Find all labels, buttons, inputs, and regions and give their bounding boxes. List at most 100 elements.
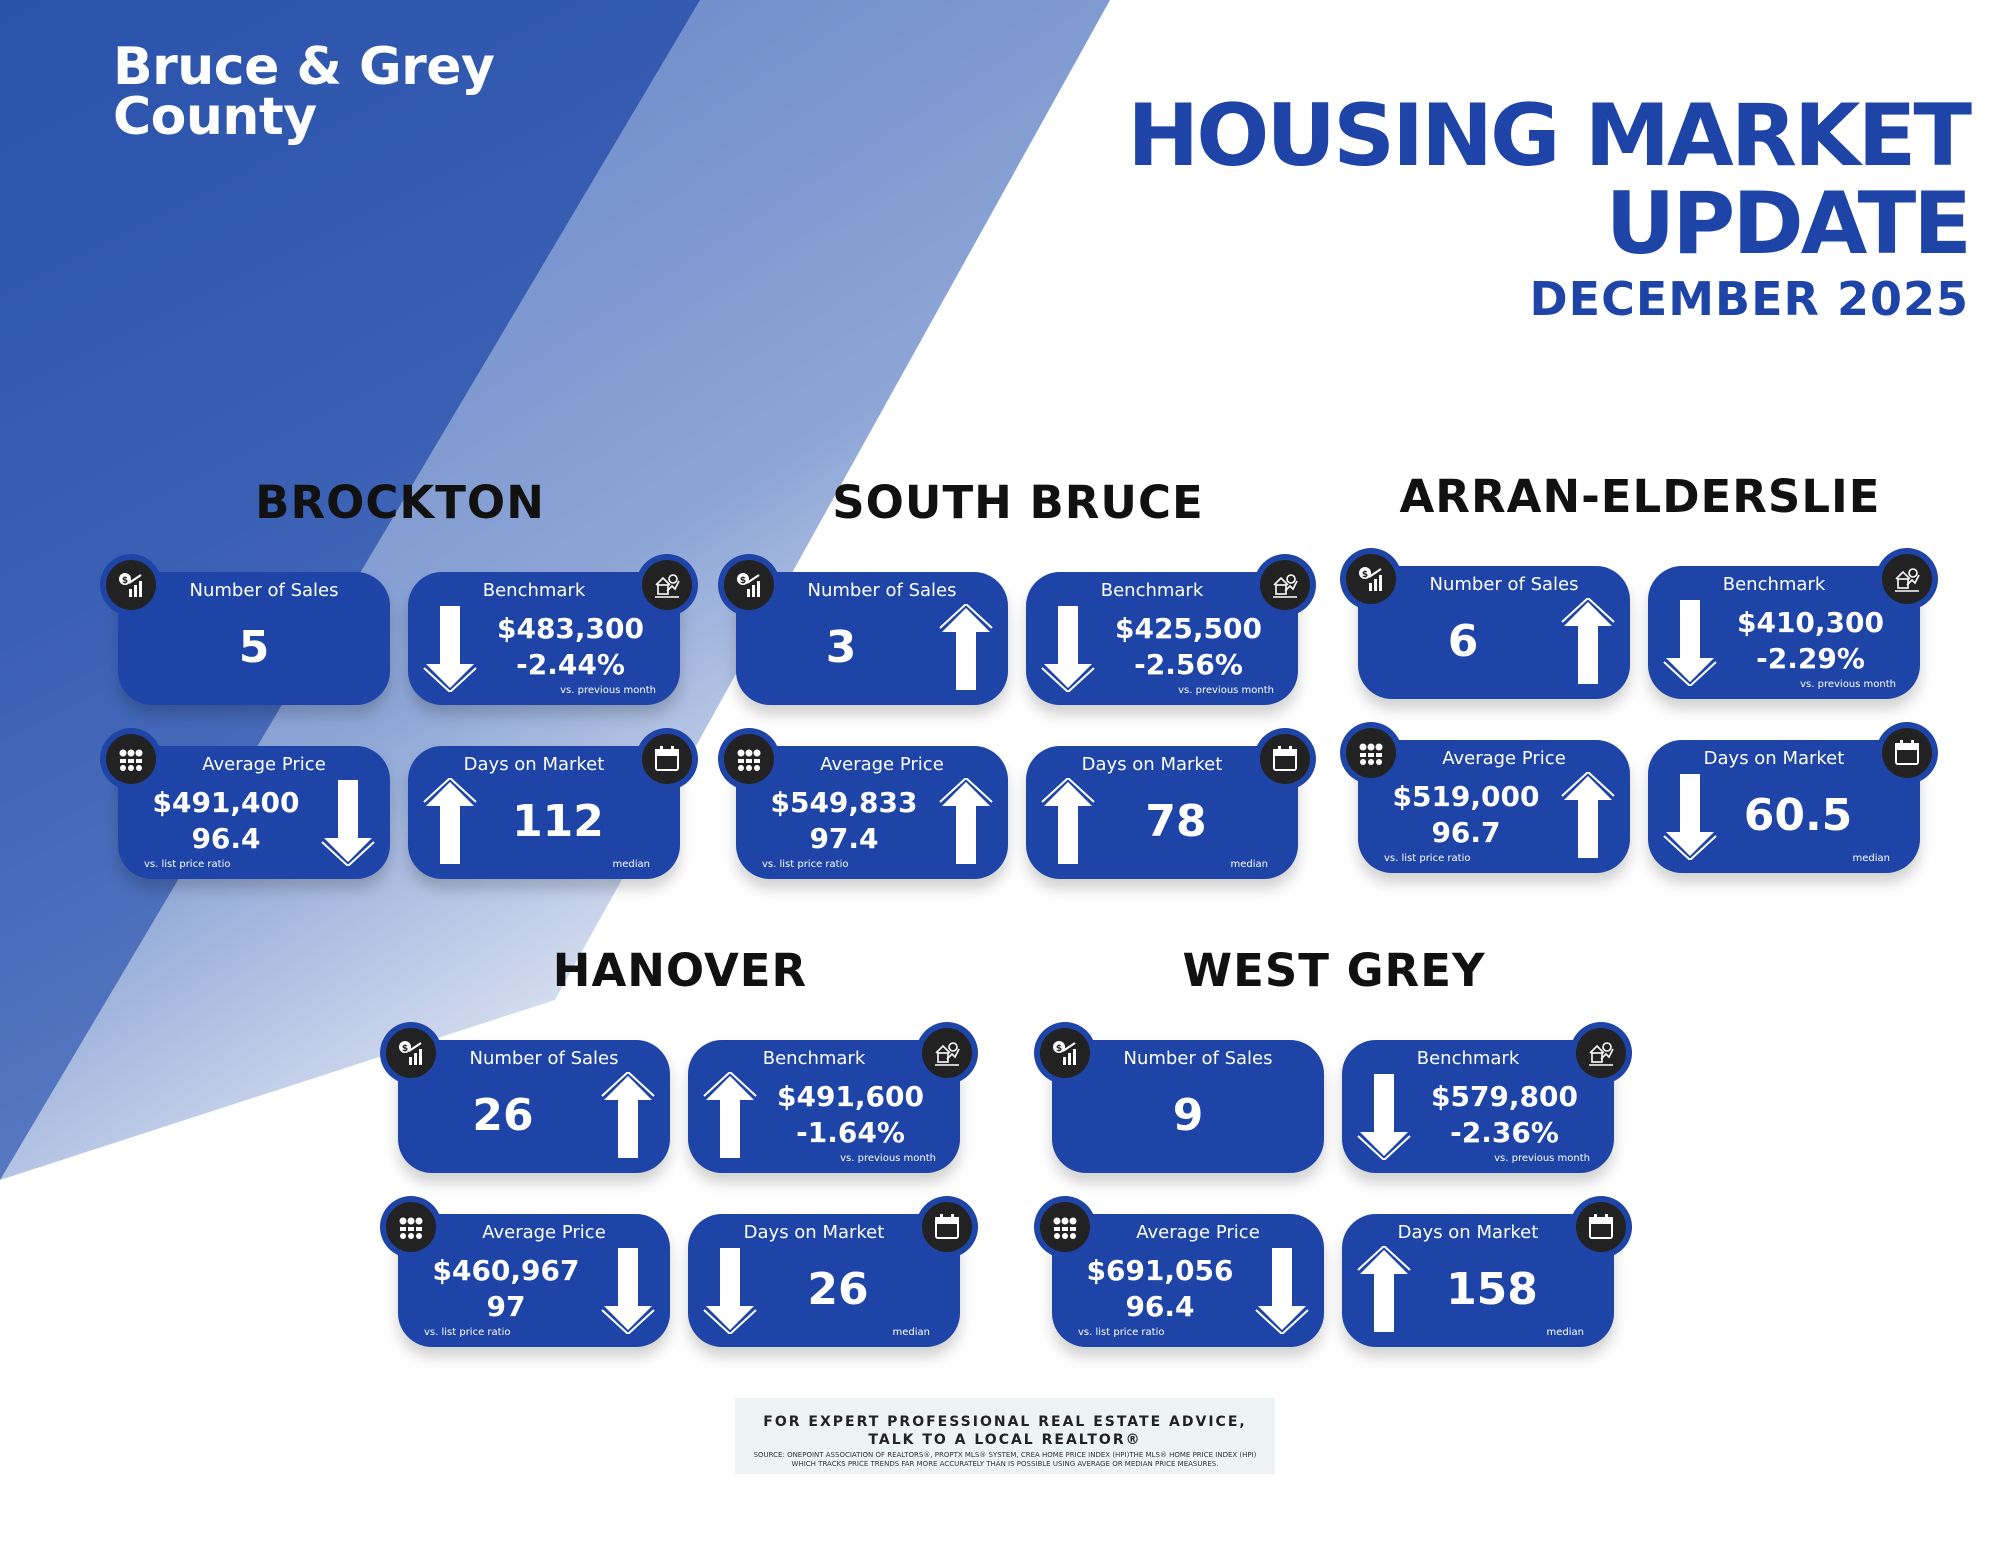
average-card: Average Price $460,967 97 vs. list price ra… [380, 1196, 670, 1347]
region-title: HANOVER [552, 944, 808, 997]
average-label: Average Price [1442, 748, 1566, 769]
average-card: Average Price $519,000 96.7 vs. list price … [1340, 722, 1630, 873]
arrow-up-icon [936, 602, 996, 692]
average-note: vs. list price ratio [762, 859, 849, 870]
dollar-people-icon [100, 728, 162, 790]
arrow-down-icon [420, 604, 480, 694]
arrow-up-icon [1558, 596, 1618, 686]
sales-label: Number of Sales [1123, 1048, 1273, 1069]
benchmark-note: vs. previous month [560, 685, 656, 696]
days-note: median [1852, 853, 1891, 864]
days-card: Days on Market 112 median [408, 728, 698, 879]
dollar-people-icon [1340, 722, 1402, 784]
average-label: Average Price [482, 1222, 606, 1243]
benchmark-value: $410,300 [1736, 606, 1884, 639]
sales-value: 3 [825, 622, 857, 673]
days-label: Days on Market [743, 1222, 885, 1243]
sales-card: Number of Sales 5 $ [100, 554, 390, 705]
days-label: Days on Market [1703, 748, 1845, 769]
days-label: Days on Market [1397, 1222, 1539, 1243]
sales-card: Number of Sales 9 $ [1034, 1022, 1324, 1173]
arrow-up-icon [420, 776, 480, 866]
footer-line-2: TALK TO A LOCAL REALTOR® [868, 1432, 1142, 1448]
arrow-down-icon [1660, 598, 1720, 688]
days-card: Days on Market 60.5 median [1648, 722, 1938, 873]
benchmark-note: vs. previous month [1800, 679, 1896, 690]
benchmark-card: Benchmark $483,300 -2.44% vs. previous mont… [408, 554, 698, 705]
average-note: vs. list price ratio [424, 1327, 511, 1338]
benchmark-change: -2.29% [1756, 642, 1865, 675]
footer-source: SOURCE: ONEPOINT ASSOCIATION OF REALTORS… [753, 1451, 1257, 1468]
sales-card: Number of Sales 6 $ [1340, 548, 1630, 699]
list-price-ratio: 96.4 [1125, 1290, 1195, 1323]
region-title: WEST GREY [1182, 944, 1486, 997]
benchmark-note: vs. previous month [1494, 1153, 1590, 1164]
benchmark-label: Benchmark [1100, 580, 1204, 601]
dollar-bar-chart-icon: $ [380, 1022, 442, 1084]
svg-text:$: $ [740, 576, 746, 586]
dollar-people-icon [718, 728, 780, 790]
benchmark-change: -2.36% [1450, 1116, 1559, 1149]
days-label: Days on Market [463, 754, 605, 775]
house-graph-icon [1570, 1022, 1632, 1084]
average-value: $549,833 [770, 786, 918, 819]
average-note: vs. list price ratio [1078, 1327, 1165, 1338]
benchmark-label: Benchmark [482, 580, 586, 601]
arrow-down-icon [598, 1246, 658, 1336]
dollar-bar-chart-icon: $ [1340, 548, 1402, 610]
benchmark-change: -1.64% [796, 1116, 905, 1149]
arrow-up-icon [598, 1070, 658, 1160]
arrow-up-icon [1354, 1244, 1414, 1334]
benchmark-change: -2.44% [516, 648, 625, 681]
svg-text:$: $ [1056, 1044, 1062, 1054]
list-price-ratio: 96.7 [1431, 816, 1501, 849]
arrow-up-icon [936, 776, 996, 866]
benchmark-value: $425,500 [1114, 612, 1262, 645]
average-label: Average Price [202, 754, 326, 775]
average-card: Average Price $491,400 96.4 vs. list price … [100, 728, 390, 879]
report-date: DECEMBER 2025 [1529, 272, 1969, 326]
arrow-down-icon [1354, 1072, 1414, 1162]
list-price-ratio: 96.4 [191, 822, 261, 855]
region-title: SOUTH BRUCE [832, 476, 1204, 529]
benchmark-label: Benchmark [1416, 1048, 1520, 1069]
benchmark-value: $483,300 [496, 612, 644, 645]
footer-banner: FOR EXPERT PROFESSIONAL REAL ESTATE ADVI… [735, 1398, 1275, 1474]
average-value: $460,967 [432, 1254, 580, 1287]
average-value: $491,400 [152, 786, 300, 819]
arrow-up-icon [700, 1070, 760, 1160]
average-label: Average Price [820, 754, 944, 775]
days-value: 78 [1145, 796, 1207, 847]
days-note: median [1546, 1327, 1585, 1338]
benchmark-value: $579,800 [1430, 1080, 1578, 1113]
dollar-bar-chart-icon: $ [100, 554, 162, 616]
brand-line-1: Bruce & Grey [113, 37, 495, 97]
dollar-people-icon [380, 1196, 442, 1258]
house-graph-icon [1876, 548, 1938, 610]
benchmark-change: -2.56% [1134, 648, 1243, 681]
calendar-icon [1876, 722, 1938, 784]
region-title: ARRAN-ELDERSLIE [1399, 470, 1881, 523]
average-card: Average Price $549,833 97.4 vs. list price … [718, 728, 1008, 879]
house-graph-icon [636, 554, 698, 616]
sales-value: 9 [1172, 1090, 1204, 1141]
house-graph-icon [916, 1022, 978, 1084]
benchmark-card: Benchmark $491,600 -1.64% vs. previous mont… [688, 1022, 978, 1173]
benchmark-label: Benchmark [1722, 574, 1826, 595]
sales-value: 26 [472, 1090, 534, 1141]
house-graph-icon [1254, 554, 1316, 616]
arrow-up-icon [1558, 770, 1618, 860]
svg-text:$: $ [402, 1044, 408, 1054]
days-note: median [892, 1327, 931, 1338]
benchmark-note: vs. previous month [840, 1153, 936, 1164]
days-card: Days on Market 158 median [1342, 1196, 1632, 1347]
sales-label: Number of Sales [469, 1048, 619, 1069]
svg-text:$: $ [122, 576, 128, 586]
days-value: 158 [1446, 1264, 1538, 1315]
days-value: 26 [807, 1264, 869, 1315]
days-note: median [1230, 859, 1269, 870]
page-title: HOUSING MARKET UPDATE [1127, 92, 1972, 268]
average-card: Average Price $691,056 96.4 vs. list price … [1034, 1196, 1324, 1347]
arrow-down-icon [1038, 604, 1098, 694]
dollar-bar-chart-icon: $ [1034, 1022, 1096, 1084]
